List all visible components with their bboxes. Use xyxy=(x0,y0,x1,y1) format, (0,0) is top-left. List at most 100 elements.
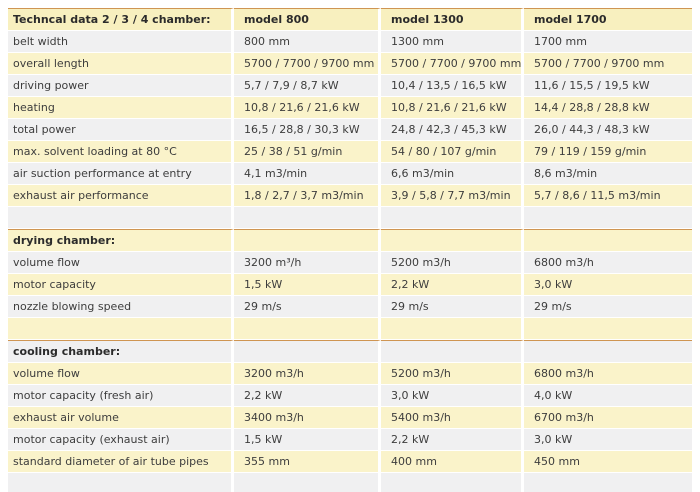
row-value: 10,8 / 21,6 / 21,6 kW xyxy=(381,97,524,119)
row-value: 29 m/s xyxy=(524,296,692,318)
row-label: overall length xyxy=(8,53,234,75)
row-value xyxy=(234,473,381,492)
row-value: 26,0 / 44,3 / 48,3 kW xyxy=(524,119,692,141)
row-value: 4,1 m3/min xyxy=(234,163,381,185)
row-label: volume flow xyxy=(8,363,234,385)
table-header-row: Techncal data 2 / 3 / 4 chamber: model 8… xyxy=(8,8,692,31)
table-row: volume flow 3200 m³/h 5200 m3/h 6800 m3/h xyxy=(8,252,692,274)
row-label: heating xyxy=(8,97,234,119)
row-value: 16,5 / 28,8 / 30,3 kW xyxy=(234,119,381,141)
spacer-row xyxy=(8,207,692,229)
row-value: 450 mm xyxy=(524,451,692,473)
row-value xyxy=(234,229,381,252)
row-value: 355 mm xyxy=(234,451,381,473)
row-label xyxy=(8,473,234,492)
table-row: nozzle blowing speed 29 m/s 29 m/s 29 m/s xyxy=(8,296,692,318)
technical-data-table: Techncal data 2 / 3 / 4 chamber: model 8… xyxy=(8,8,692,492)
row-value: 6800 m3/h xyxy=(524,363,692,385)
table-body: belt width 800 mm 1300 mm 1700 mm overall le… xyxy=(8,31,692,492)
table-row: total power 16,5 / 28,8 / 30,3 kW 24,8 / 4… xyxy=(8,119,692,141)
row-label: volume flow xyxy=(8,252,234,274)
spacer-row xyxy=(8,473,692,492)
table-row: volume flow 3200 m3/h 5200 m3/h 6800 m3/h xyxy=(8,363,692,385)
table-row: driving power 5,7 / 7,9 / 8,7 kW 10,4 / 13… xyxy=(8,75,692,97)
table-row: belt width 800 mm 1300 mm 1700 mm xyxy=(8,31,692,53)
row-value: 4,0 kW xyxy=(524,385,692,407)
column-header-model-1300: model 1300 xyxy=(381,8,524,31)
row-value: 1700 mm xyxy=(524,31,692,53)
table-row: exhaust air performance 1,8 / 2,7 / 3,7 m… xyxy=(8,185,692,207)
row-value xyxy=(524,340,692,363)
row-value: 2,2 kW xyxy=(234,385,381,407)
row-label: motor capacity (exhaust air) xyxy=(8,429,234,451)
row-label: max. solvent loading at 80 °C xyxy=(8,141,234,163)
row-value xyxy=(234,207,381,229)
technical-data-table-container: Techncal data 2 / 3 / 4 chamber: model 8… xyxy=(8,8,692,492)
table-row: motor capacity (exhaust air) 1,5 kW 2,2 kW… xyxy=(8,429,692,451)
row-label xyxy=(8,318,234,340)
row-value xyxy=(524,318,692,340)
row-value: 8,6 m3/min xyxy=(524,163,692,185)
row-value: 5,7 / 8,6 / 11,5 m3/min xyxy=(524,185,692,207)
row-value: 1300 mm xyxy=(381,31,524,53)
row-label: nozzle blowing speed xyxy=(8,296,234,318)
table-row: heating 10,8 / 21,6 / 21,6 kW 10,8 / 21,6 … xyxy=(8,97,692,119)
row-label: drying chamber: xyxy=(8,229,234,252)
spacer-row xyxy=(8,318,692,340)
row-value: 54 / 80 / 107 g/min xyxy=(381,141,524,163)
row-value: 3200 m³/h xyxy=(234,252,381,274)
column-header-model-1700: model 1700 xyxy=(524,8,692,31)
row-label: belt width xyxy=(8,31,234,53)
row-value: 14,4 / 28,8 / 28,8 kW xyxy=(524,97,692,119)
row-value xyxy=(234,318,381,340)
row-value: 5700 / 7700 / 9700 mm xyxy=(381,53,524,75)
table-row: max. solvent loading at 80 °C 25 / 38 / 5… xyxy=(8,141,692,163)
table-row: exhaust air volume 3400 m3/h 5400 m3/h 6700… xyxy=(8,407,692,429)
row-value xyxy=(381,207,524,229)
row-value: 11,6 / 15,5 / 19,5 kW xyxy=(524,75,692,97)
row-value: 2,2 kW xyxy=(381,274,524,296)
row-label: standard diameter of air tube pipes xyxy=(8,451,234,473)
section-header-row: cooling chamber: xyxy=(8,340,692,363)
row-value xyxy=(381,473,524,492)
row-value xyxy=(381,340,524,363)
row-label xyxy=(8,207,234,229)
row-value xyxy=(381,229,524,252)
column-header-model-800: model 800 xyxy=(234,8,381,31)
row-value: 29 m/s xyxy=(234,296,381,318)
row-value: 3,9 / 5,8 / 7,7 m3/min xyxy=(381,185,524,207)
row-value: 25 / 38 / 51 g/min xyxy=(234,141,381,163)
table-row: motor capacity 1,5 kW 2,2 kW 3,0 kW xyxy=(8,274,692,296)
row-value: 3,0 kW xyxy=(524,429,692,451)
row-value: 5700 / 7700 / 9700 mm xyxy=(524,53,692,75)
row-value: 2,2 kW xyxy=(381,429,524,451)
row-value: 5200 m3/h xyxy=(381,363,524,385)
row-value: 3,0 kW xyxy=(381,385,524,407)
row-value: 6700 m3/h xyxy=(524,407,692,429)
row-value: 10,8 / 21,6 / 21,6 kW xyxy=(234,97,381,119)
row-value xyxy=(524,207,692,229)
row-label: motor capacity (fresh air) xyxy=(8,385,234,407)
row-value: 3,0 kW xyxy=(524,274,692,296)
row-value: 1,5 kW xyxy=(234,429,381,451)
row-value: 5700 / 7700 / 9700 mm xyxy=(234,53,381,75)
row-value: 1,8 / 2,7 / 3,7 m3/min xyxy=(234,185,381,207)
row-label: exhaust air volume xyxy=(8,407,234,429)
row-value xyxy=(381,318,524,340)
row-value: 800 mm xyxy=(234,31,381,53)
table-row: standard diameter of air tube pipes 355 m… xyxy=(8,451,692,473)
row-label: exhaust air performance xyxy=(8,185,234,207)
row-value: 24,8 / 42,3 / 45,3 kW xyxy=(381,119,524,141)
row-value: 5200 m3/h xyxy=(381,252,524,274)
row-value: 79 / 119 / 159 g/min xyxy=(524,141,692,163)
row-value xyxy=(524,229,692,252)
row-value: 3200 m3/h xyxy=(234,363,381,385)
section-header-row: drying chamber: xyxy=(8,229,692,252)
row-value: 10,4 / 13,5 / 16,5 kW xyxy=(381,75,524,97)
row-value: 400 mm xyxy=(381,451,524,473)
row-value: 29 m/s xyxy=(381,296,524,318)
row-value: 6,6 m3/min xyxy=(381,163,524,185)
row-value: 6800 m3/h xyxy=(524,252,692,274)
row-value: 1,5 kW xyxy=(234,274,381,296)
